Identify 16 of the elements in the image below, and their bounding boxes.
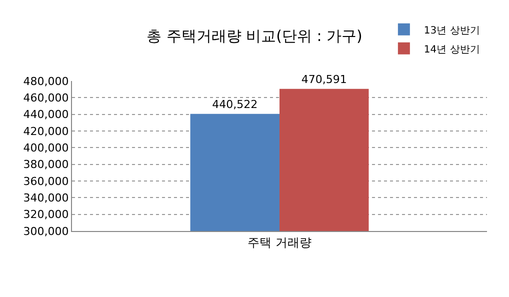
y-tick-label: 480,000 <box>23 74 69 88</box>
data-label: 470,591 <box>301 72 347 86</box>
y-tick-label: 420,000 <box>23 124 69 138</box>
y-tick-label: 440,000 <box>23 108 69 122</box>
y-tick-label: 400,000 <box>23 142 69 155</box>
y-tick-label: 360,000 <box>23 174 69 188</box>
y-tick-label: 460,000 <box>23 92 69 105</box>
legend-label: 14년 상반기 <box>424 44 480 56</box>
data-label: 440,522 <box>212 98 258 111</box>
chart-title: 총 주택거래량 비교(단위 : 가구) <box>146 26 362 45</box>
legend-label: 13년 상반기 <box>424 25 480 36</box>
y-tick-label: 380,000 <box>23 158 69 172</box>
y-tick-label: 300,000 <box>23 224 69 238</box>
y-tick-label: 340,000 <box>23 192 69 205</box>
y-tick-label: 320,000 <box>23 208 69 222</box>
x-tick-label: 주택 거래량 <box>248 235 312 250</box>
